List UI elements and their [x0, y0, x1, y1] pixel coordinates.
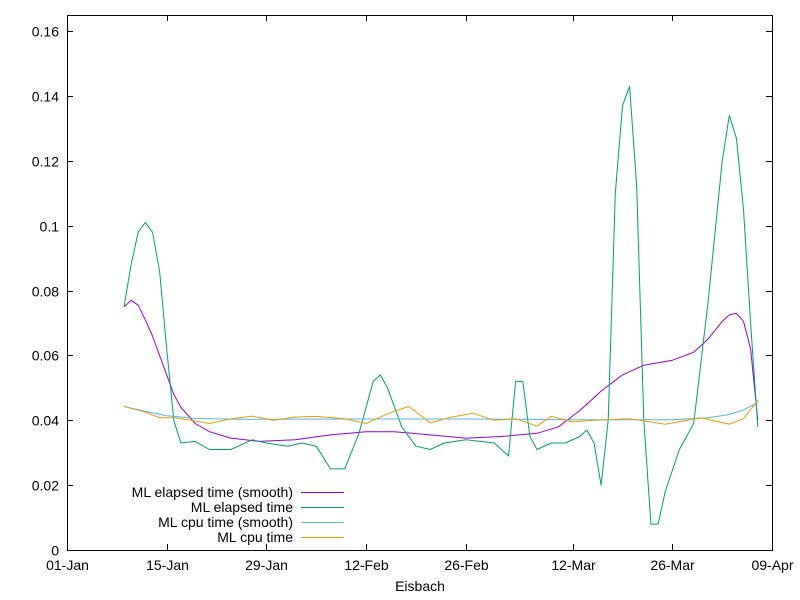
legend-label: ML elapsed time [191, 499, 293, 515]
y-tick-label: 0.16 [32, 24, 59, 40]
y-tick-label: 0.12 [32, 154, 59, 170]
legend-label: ML cpu time (smooth) [158, 514, 293, 530]
legend-label: ML elapsed time (smooth) [132, 484, 293, 500]
series-line-3 [123, 402, 759, 421]
y-tick-label: 0.14 [32, 89, 59, 105]
y-tick-label: 0.04 [32, 413, 59, 429]
x-tick-label: 12-Mar [551, 557, 596, 573]
series-layer [123, 85, 759, 525]
x-tick-label: 12-Feb [344, 557, 389, 573]
legend: ML elapsed time (smooth)ML elapsed timeM… [132, 484, 344, 545]
legend-label: ML cpu time [217, 529, 293, 545]
y-tick-label: 0.02 [32, 478, 59, 494]
x-tick-label: 15-Jan [146, 557, 189, 573]
x-tick-label: 01-Jan [46, 557, 89, 573]
x-tick-label: 09-Apr [751, 557, 793, 573]
y-tick-label: 0.08 [32, 284, 59, 300]
y-tick-label: 0.06 [32, 348, 59, 364]
x-axis: 01-Jan 15-Jan 29-Jan 12-Feb 26-Feb 12-Mar 26-M… [46, 15, 794, 573]
plot-frame [67, 15, 773, 551]
series-line-1 [123, 299, 759, 442]
x-axis-label: Eisbach [395, 578, 445, 594]
series-line-2 [123, 85, 759, 525]
y-tick-label: 0 [51, 543, 59, 559]
x-tick-label: 26-Mar [650, 557, 695, 573]
y-axis: 0 0.02 0.04 0.06 0.08 0.1 0.12 0.14 0.16 [32, 24, 772, 559]
y-tick-label: 0.1 [40, 219, 60, 235]
series-line-4 [123, 399, 759, 427]
x-tick-label: 29-Jan [245, 557, 288, 573]
x-tick-label: 26-Feb [444, 557, 489, 573]
